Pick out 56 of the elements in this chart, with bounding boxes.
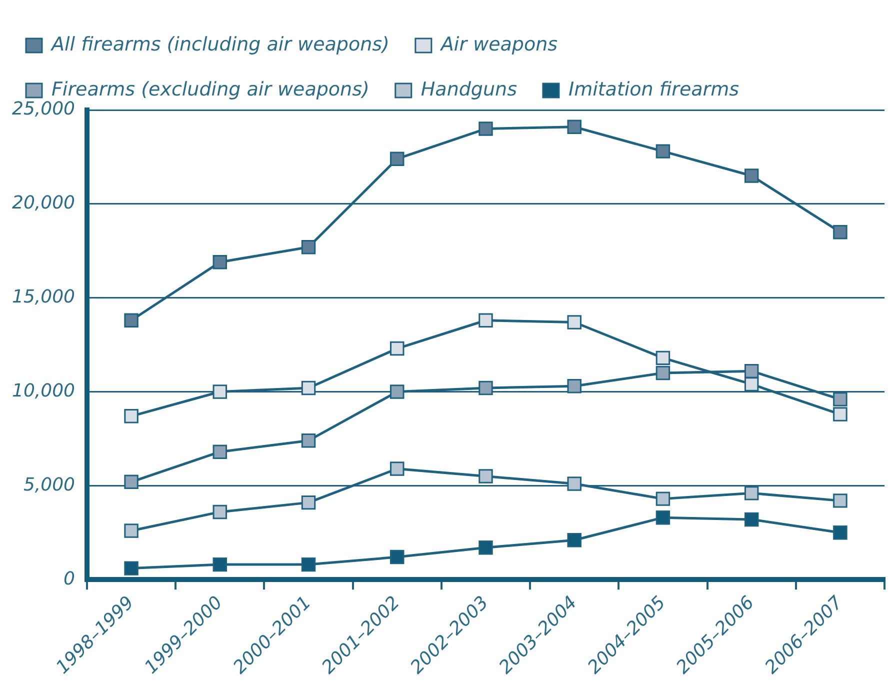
y-tick-label: 0 [64, 568, 75, 590]
point [212, 557, 228, 572]
point [833, 407, 848, 422]
point [212, 384, 228, 399]
point [744, 377, 759, 392]
point [301, 433, 316, 448]
point [301, 495, 316, 510]
y-tick-label: 10,000 [12, 380, 75, 402]
legend-label: All firearms (including air weapons) [50, 33, 390, 56]
point [301, 557, 316, 572]
point [656, 144, 670, 158]
point [833, 224, 848, 240]
point [478, 540, 493, 555]
point [390, 152, 404, 166]
point [478, 469, 493, 484]
point [124, 524, 138, 538]
point [656, 366, 670, 380]
point [744, 512, 759, 527]
point [301, 380, 316, 396]
y-tick-label: 15,000 [12, 286, 75, 308]
legend-label: Handguns [420, 78, 518, 100]
point [744, 364, 759, 378]
point [833, 494, 848, 508]
point [390, 462, 404, 476]
point [301, 240, 316, 254]
point [212, 504, 228, 520]
point [656, 492, 670, 506]
point [744, 486, 759, 500]
point [478, 122, 493, 136]
y-tick-label: 25,000 [12, 98, 75, 120]
y-tick-label: 20,000 [12, 192, 75, 214]
y-tick-label: 5,000 [23, 474, 75, 496]
point [124, 313, 138, 328]
point [390, 384, 404, 399]
point [212, 444, 228, 459]
point [124, 474, 138, 490]
point [567, 476, 582, 491]
point [212, 255, 228, 270]
point [567, 533, 582, 548]
point [390, 550, 404, 564]
point [390, 341, 404, 356]
point [833, 526, 848, 540]
point [567, 379, 582, 394]
point [656, 510, 670, 525]
point [744, 168, 759, 183]
legend-label: Air weapons [438, 33, 558, 56]
point [567, 315, 582, 330]
point [567, 120, 582, 134]
legend-label: Firearms (excluding air weapons) [52, 78, 370, 100]
point [124, 409, 138, 424]
point [478, 380, 493, 396]
point [478, 313, 493, 328]
point [833, 392, 848, 406]
point [124, 561, 138, 576]
point [656, 350, 670, 366]
legend-label: Imitation firearms [568, 78, 740, 100]
